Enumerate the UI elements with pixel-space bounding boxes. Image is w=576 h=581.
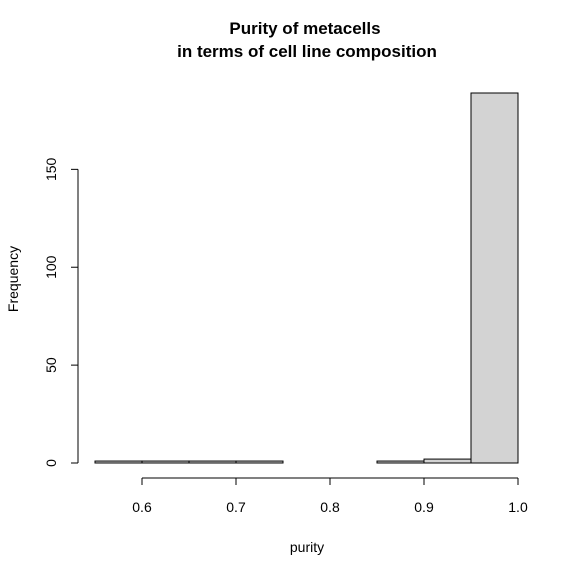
y-tick-label: 100	[43, 255, 59, 279]
x-axis: 0.6 0.7 0.8 0.9 1.0	[132, 477, 528, 515]
histogram-bar-7	[423, 458, 472, 464]
y-axis-label: Frequency	[5, 246, 21, 312]
histogram-bar-2	[188, 460, 237, 464]
bars-group	[94, 92, 519, 464]
histogram-bar-3	[235, 460, 284, 464]
histogram-bar-1	[141, 460, 190, 464]
histogram-bar-6	[376, 460, 425, 464]
chart-subtitle: in terms of cell line composition	[177, 42, 437, 61]
y-tick-label: 0	[43, 459, 59, 467]
histogram-bar-0	[94, 460, 143, 464]
y-tick-label: 50	[43, 357, 59, 373]
x-tick-label: 0.7	[226, 499, 246, 515]
histogram-bar-8	[470, 92, 519, 464]
x-tick-label: 0.9	[414, 499, 434, 515]
y-axis: 0 50 100 150	[43, 157, 79, 467]
x-tick-label: 0.8	[320, 499, 340, 515]
x-tick-label: 0.6	[132, 499, 152, 515]
y-tick-label: 150	[43, 157, 59, 181]
chart-title: Purity of metacells	[229, 19, 380, 38]
x-tick-label: 1.0	[508, 499, 528, 515]
x-axis-label: purity	[290, 539, 324, 555]
